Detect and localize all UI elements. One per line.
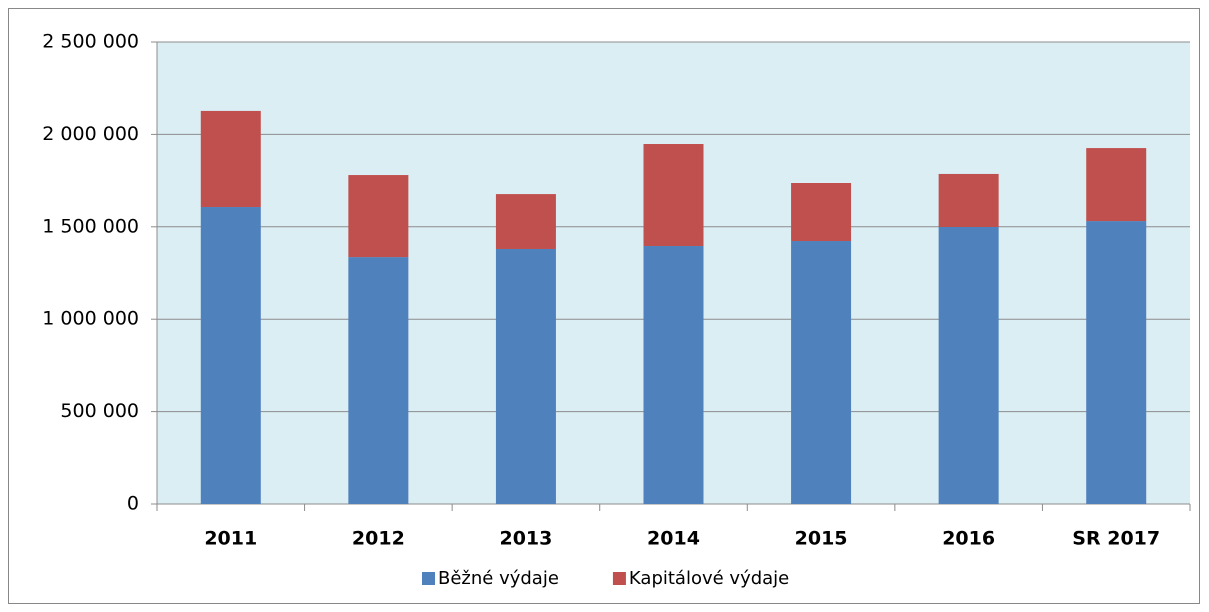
legend-swatch bbox=[422, 572, 435, 585]
bar-segment bbox=[200, 207, 261, 504]
y-tick-label: 1 500 000 bbox=[42, 215, 139, 237]
bar-segment bbox=[938, 173, 999, 227]
x-tick-label: 2011 bbox=[204, 528, 257, 550]
y-tick-label: 2 000 000 bbox=[42, 123, 139, 145]
bar-segment bbox=[348, 175, 409, 258]
bar-segment bbox=[938, 226, 999, 504]
y-tick-label: 2 500 000 bbox=[42, 31, 139, 53]
bar-segment bbox=[643, 246, 704, 504]
x-tick-label: 2015 bbox=[795, 528, 848, 550]
bar-segment bbox=[643, 144, 704, 247]
x-tick-label: 2013 bbox=[499, 528, 552, 550]
bar-segment bbox=[791, 183, 852, 242]
x-tick-label: 2016 bbox=[942, 528, 995, 550]
y-tick-label: 0 bbox=[127, 493, 139, 515]
legend-swatch bbox=[612, 572, 626, 585]
legend-label: Kapitálové výdaje bbox=[629, 568, 789, 589]
legend-label: Běžné výdaje bbox=[438, 568, 559, 589]
bar-segment bbox=[200, 110, 261, 208]
bar-segment bbox=[791, 241, 852, 504]
bar-segment bbox=[495, 248, 556, 504]
bar-segment bbox=[495, 194, 556, 249]
x-tick-label: SR 2017 bbox=[1072, 528, 1160, 550]
x-tick-label: 2012 bbox=[352, 528, 405, 550]
bar-segment bbox=[1086, 221, 1147, 504]
x-tick-label: 2014 bbox=[647, 528, 700, 550]
bar-segment bbox=[348, 257, 409, 504]
y-tick-label: 500 000 bbox=[60, 400, 139, 422]
y-tick-label: 1 000 000 bbox=[42, 308, 139, 330]
bar-segment bbox=[1086, 148, 1147, 222]
